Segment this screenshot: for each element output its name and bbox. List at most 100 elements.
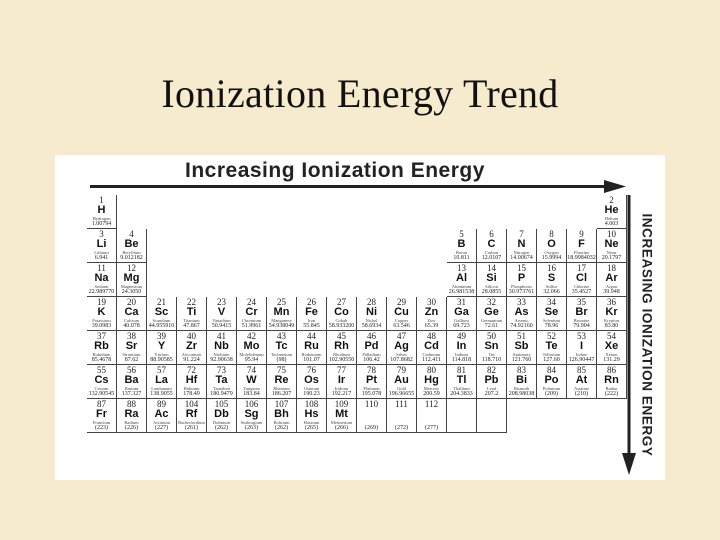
element-cell: 7 N Nitrogen 14.00674 [507,229,537,263]
element-number: 79 [397,365,406,375]
element-cell: 84 Po Polonium (209) [537,365,567,399]
element-cell: 47 Ag Silver 107.8682 [387,331,417,365]
element-name: Gallium [454,318,469,323]
element-cell: 3 Li Lithium 6.941 [87,229,117,263]
element-symbol: Rh [334,340,349,352]
element-name: Beryllium [122,250,141,255]
element-cell: 106 Sg Seaborgium (263) [237,399,267,433]
element-cell: 28 Ni Nickel 58.6934 [357,297,387,331]
element-symbol: Xe [604,340,619,352]
element-symbol: Al [456,272,467,284]
horizontal-trend-label: Increasing Ionization Energy [185,159,485,182]
element-symbol: Tl [456,374,467,386]
element-name: Tungsten [243,386,260,391]
element-name: Scandium [152,318,171,323]
element-mass: 114.818 [451,357,472,363]
element-mass: (263) [245,425,258,431]
element-symbol: Ca [124,306,139,318]
element-cell: 40 Zr Zirconium 91.224 [177,331,207,365]
element-number: 18 [607,263,616,273]
element-number: 15 [517,263,526,273]
element-cell: 8 O Oxygen 15.9994 [537,229,567,263]
element-name: Oxygen [544,250,559,255]
element-mass: 196.96655 [388,391,415,397]
element-cell: 88 Ra Radium (226) [117,399,147,433]
element-cell: 16 S Sulfur 32.066 [537,263,567,297]
element-cell: 29 Cu Copper 63.546 [387,297,417,331]
element-mass: 22.989770 [88,289,115,295]
element-cell: 55 Cs Cesium 132.90545 [87,365,117,399]
element-name: Niobium [213,352,230,357]
element-name: Phosphorus [510,284,532,289]
element-mass: 137.327 [121,391,142,397]
element-number: 83 [517,365,526,375]
element-number: 89 [157,399,166,409]
element-mass: 26.981538 [448,289,475,295]
element-symbol: Li [96,238,107,250]
element-number: 10 [607,229,616,239]
element-number: 88 [127,399,136,409]
element-number: 54 [607,331,616,341]
element-mass: 72.61 [484,323,499,329]
element-mass: 102.90550 [328,357,355,363]
element-symbol: Au [394,374,409,386]
element-number: 73 [217,365,226,375]
element-mass: 6.941 [94,255,109,261]
element-cell: 20 Ca Calcium 40.078 [117,297,147,331]
element-cell: 85 At Astatine (210) [567,365,597,399]
element-symbol: Tc [275,340,288,352]
element-symbol: Fe [305,306,318,318]
element-number: 52 [547,331,556,341]
element-cell: 41 Nb Niobium 92.90638 [207,331,237,365]
element-cell: 37 Rb Rubidium 85.4678 [87,331,117,365]
element-symbol: B [457,238,466,250]
element-symbol: K [97,306,106,318]
element-name: Bohrium [273,420,290,425]
element-mass: (262) [275,425,288,431]
element-cell: 73 Ta Tantalum 180.9479 [207,365,237,399]
element-name: Seaborgium [240,420,263,425]
element-symbol: Ag [394,340,409,352]
element-cell: 80 Hg Mercury 200.59 [417,365,447,399]
element-mass: 101.07 [303,357,320,363]
element-symbol: I [579,340,584,352]
element-name: Ruthenium [301,352,322,357]
element-number: 47 [397,331,406,341]
element-symbol: Rn [604,374,619,386]
element-name: Francium [92,420,111,425]
element-mass: (226) [125,425,138,431]
element-number: 44 [307,331,316,341]
element-name: Nickel [365,318,378,323]
element-cell: 24 Cr Chromium 51.9961 [237,297,267,331]
element-symbol: N [517,238,526,250]
element-name: Actinium [153,420,170,425]
element-mass: 12.0107 [481,255,502,261]
element-number: 105 [214,399,229,409]
element-symbol: Zn [424,306,439,318]
element-symbol: Ac [154,408,169,420]
element-number: 85 [577,365,586,375]
element-symbol: He [604,204,619,216]
element-cell: 17 Cl Chlorine 35.4527 [567,263,597,297]
element-mass: 138.9055 [150,391,173,397]
element-number: 84 [547,365,556,375]
element-mass: 10.811 [453,255,470,261]
element-mass: 126.90447 [568,357,595,363]
element-name: Osmium [303,386,320,391]
element-mass: (266) [335,425,348,431]
element-number: 22 [187,297,196,307]
element-mass: 178.49 [183,391,200,397]
element-cell: 74 W Tungsten 183.84 [237,365,267,399]
element-number: 107 [274,399,289,409]
element-symbol: Db [214,408,229,420]
element-mass: 50.9415 [211,323,232,329]
element-number: 87 [97,399,106,409]
element-symbol: O [547,238,556,250]
element-symbol: Rb [94,340,109,352]
element-mass: 127.60 [543,357,560,363]
element-number: 72 [187,365,196,375]
element-symbol: S [547,272,556,284]
element-mass: 83.80 [604,323,619,329]
element-number: 6 [489,229,494,239]
element-name: Astatine [574,386,589,391]
